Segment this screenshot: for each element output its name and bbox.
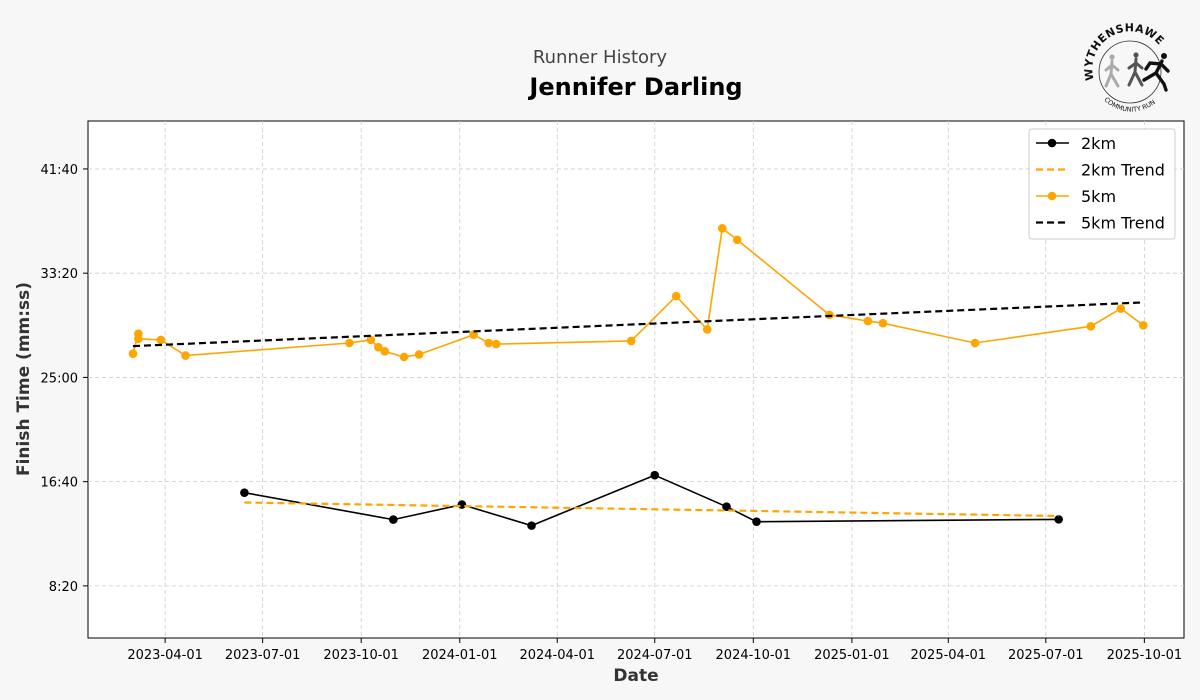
data-point-5km [702, 325, 712, 334]
data-point-2km [1054, 515, 1063, 524]
y-tick-label: 16:40 [41, 476, 78, 491]
legend-entry-2km-trend: 2km Trend [1036, 161, 1165, 180]
grid-lines [88, 121, 1184, 638]
legend-label: 2km Trend [1081, 161, 1165, 180]
legend-entry-5km-trend: 5km Trend [1036, 214, 1165, 233]
legend-label: 5km [1081, 187, 1116, 206]
x-axis-label: Date [613, 666, 658, 686]
x-tick-label: 2023-07-01 [225, 648, 301, 663]
x-tick-label: 2025-10-01 [1107, 648, 1183, 663]
data-point-5km [863, 316, 873, 326]
chart-subtitle: Runner History [533, 47, 668, 68]
data-point-5km [626, 336, 636, 346]
x-tick-label: 2024-10-01 [716, 648, 792, 663]
logo-tagline: COMMUNITY RUN [1103, 96, 1157, 114]
data-point-5km [878, 318, 888, 328]
data-point-5km [414, 350, 424, 359]
trend-line-5km-trend [132, 301, 1144, 348]
series-layer [128, 224, 1148, 530]
series-5km [128, 224, 1148, 362]
x-tick-label: 2025-07-01 [1008, 648, 1084, 663]
x-tick-label: 2025-01-01 [814, 648, 890, 663]
data-point-5km [469, 330, 478, 339]
data-point-2km [389, 515, 398, 524]
chart-title: Jennifer Darling [527, 73, 742, 101]
logo: WYTHENSHAWE COMMUNITY RUN [1082, 21, 1170, 114]
runner-icon [1104, 52, 1170, 92]
y-tick-label: 8:20 [49, 580, 78, 595]
x-axis: 2023-04-01 2023-07-01 2023-10-01 2024-01-01… [127, 638, 1182, 663]
legend-entry-2km: 2km [1036, 134, 1116, 153]
data-point-2km [650, 470, 660, 480]
data-point-2km [752, 517, 761, 526]
data-point-5km [134, 334, 143, 344]
data-point-5km [825, 310, 834, 320]
y-tick-label: 25:00 [41, 371, 78, 386]
y-axis-label: Finish Time (mm:ss) [14, 282, 34, 476]
legend-box [1028, 128, 1176, 240]
y-tick-label: 33:20 [41, 267, 78, 282]
trend-line-2km-trend [244, 501, 1059, 518]
series-line-2km [244, 474, 1059, 527]
series-5km-trend [132, 301, 1144, 348]
x-tick-label: 2024-04-01 [519, 648, 595, 663]
data-point-2km [240, 488, 249, 497]
data-point-5km [374, 342, 383, 352]
data-point-2km [457, 500, 467, 509]
data-point-5km [491, 339, 501, 349]
data-point-5km [970, 338, 980, 348]
data-point-5km [1138, 320, 1148, 330]
legend: 2km 2km Trend 5km 5km Trend [1028, 128, 1176, 240]
x-tick-label: 2023-04-01 [127, 648, 203, 663]
series-2km [240, 470, 1063, 530]
legend-label: 5km Trend [1081, 214, 1165, 233]
x-tick-label: 2023-10-01 [323, 648, 399, 663]
data-point-5km [1116, 304, 1126, 313]
plot-area [87, 120, 1185, 639]
data-point-5km [156, 335, 166, 345]
data-point-5km [717, 224, 727, 233]
data-point-5km [380, 347, 390, 356]
data-point-5km [128, 349, 138, 358]
data-point-5km [345, 338, 354, 348]
data-point-5km [399, 352, 409, 362]
data-point-5km [1086, 322, 1096, 331]
x-tick-label: 2024-01-01 [422, 648, 498, 663]
legend-entry-5km: 5km [1036, 187, 1116, 206]
data-point-2km [527, 521, 536, 530]
y-axis: 8:20 16:40 25:00 33:20 41:40 [41, 163, 88, 595]
data-point-5km [484, 338, 493, 348]
legend-marker [1047, 191, 1057, 201]
data-point-2km [722, 502, 731, 511]
data-point-5km [671, 291, 681, 301]
legend-label: 2km [1081, 134, 1116, 153]
x-tick-label: 2025-04-01 [911, 648, 987, 663]
data-point-5km [366, 335, 376, 345]
x-tick-label: 2024-07-01 [617, 648, 693, 663]
y-tick-label: 41:40 [41, 163, 78, 178]
legend-marker [1047, 138, 1057, 148]
series-2km-trend [244, 501, 1059, 518]
data-point-5km [732, 235, 742, 245]
data-point-5km [181, 351, 190, 360]
